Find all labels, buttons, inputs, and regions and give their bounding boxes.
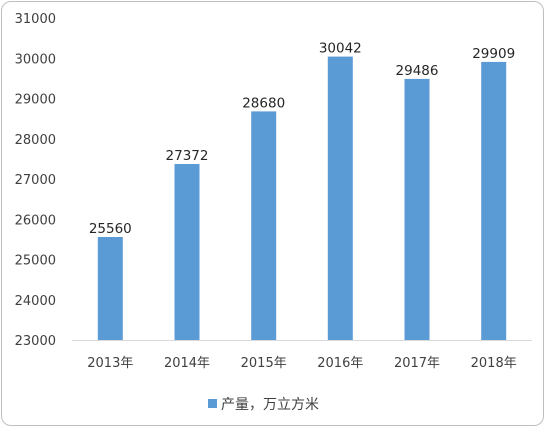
y-axis: 23000 24000 25000 26000 27000 28000 29000 30000… [15,12,56,349]
data-label: 28680 [242,95,285,111]
x-tick-label: 2014年 [164,356,210,371]
x-tick-label: 2018年 [471,356,517,371]
y-tick-label: 29000 [15,93,56,108]
x-tick-label: 2016年 [317,356,363,371]
y-tick-label: 23000 [15,334,56,349]
data-labels: 25560 27372 28680 30042 29486 29909 [89,41,515,237]
bar [97,237,123,340]
y-tick-label: 27000 [15,173,56,188]
legend-label: 产量，万立方米 [221,397,319,413]
y-tick-label: 30000 [15,52,56,67]
legend: 产量，万立方米 [208,397,319,413]
x-tick-label: 2017年 [394,356,440,371]
bar [404,78,430,341]
legend-swatch [208,399,217,408]
data-label: 30042 [319,41,362,57]
x-tick-label: 2015年 [241,356,287,371]
y-tick-label: 25000 [15,254,56,269]
data-label: 25560 [89,221,132,237]
data-label: 29909 [472,46,515,62]
data-label: 29486 [396,63,439,79]
y-tick-label: 26000 [15,213,56,228]
y-tick-label: 24000 [15,294,56,309]
bar [251,111,277,341]
bar [481,61,507,341]
x-axis: 2013年 2014年 2015年 2016年 2017年 2018年 [87,356,516,371]
y-tick-label: 31000 [15,12,56,27]
y-tick-label: 28000 [15,133,56,148]
data-label: 27372 [166,148,209,164]
bar-series [97,56,507,341]
bar [174,164,200,340]
bar [327,56,353,340]
x-tick-label: 2013年 [87,356,133,371]
